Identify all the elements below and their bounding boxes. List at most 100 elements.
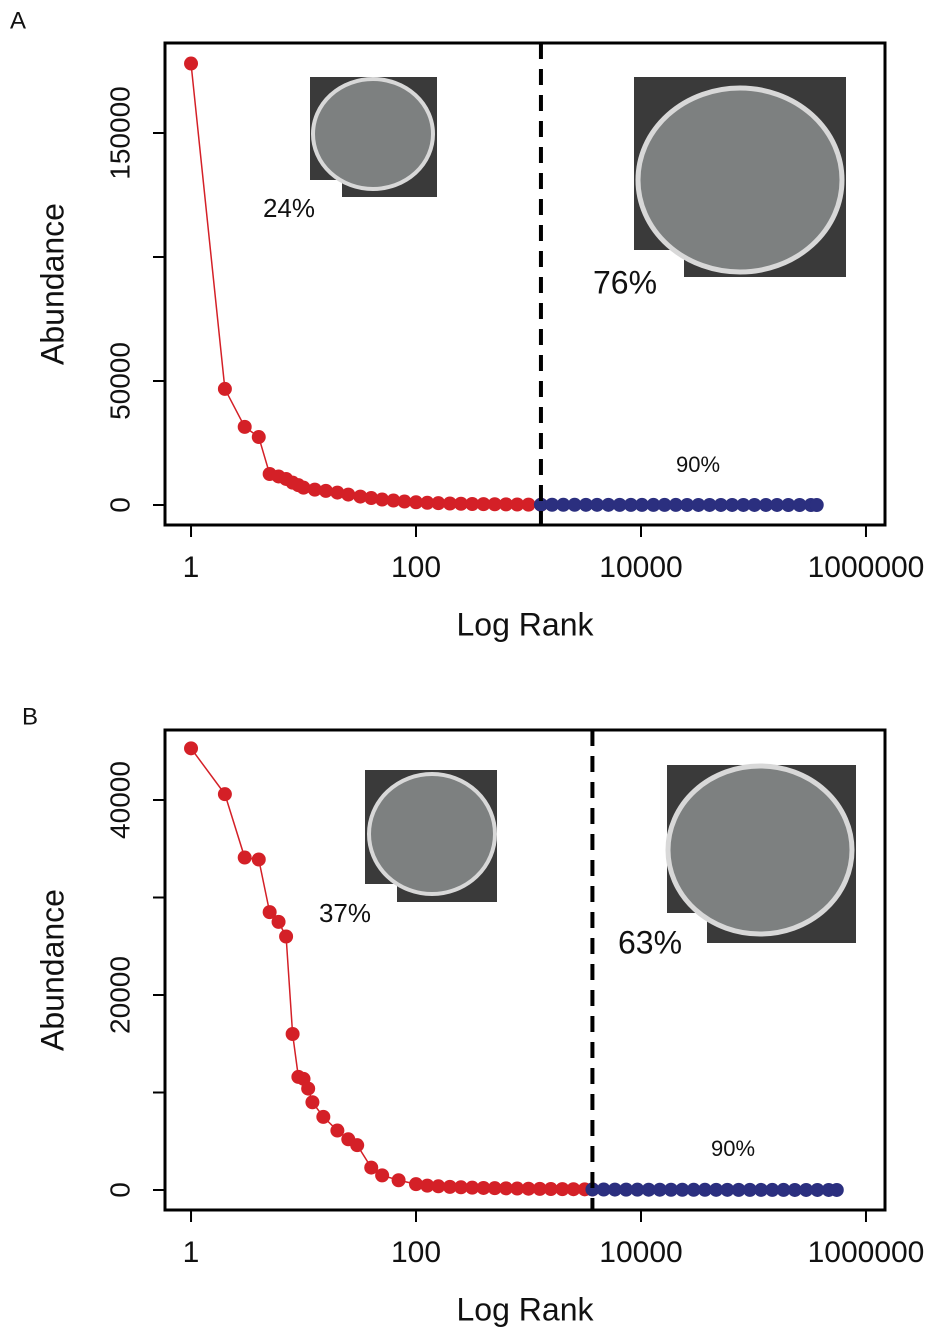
data-point	[787, 1182, 802, 1197]
data-point	[668, 497, 683, 512]
data-point	[305, 1095, 320, 1110]
data-point	[510, 1181, 525, 1196]
data-point	[271, 914, 286, 929]
annotation: 37%	[319, 898, 371, 928]
data-point	[476, 1180, 491, 1195]
petri-photo	[310, 77, 437, 197]
x-tick-label: 1000000	[808, 1236, 925, 1269]
x-tick-label: 1000000	[808, 551, 925, 584]
data-point	[301, 1081, 316, 1096]
data-point	[476, 497, 491, 512]
annotation: 90%	[711, 1136, 755, 1161]
data-point	[702, 497, 717, 512]
data-point	[567, 497, 582, 512]
x-axis-label: Log Rank	[457, 606, 595, 642]
data-point	[217, 787, 232, 802]
data-point	[566, 1182, 581, 1197]
x-tick-label: 1	[183, 1236, 200, 1269]
data-point	[619, 1182, 634, 1197]
data-point	[442, 1179, 457, 1194]
data-point	[799, 1182, 814, 1197]
data-point	[409, 495, 424, 510]
data-point	[251, 852, 266, 867]
data-point	[499, 497, 514, 512]
x-tick-label: 1	[183, 551, 200, 584]
data-point	[776, 1182, 791, 1197]
data-point	[770, 497, 785, 512]
data-point	[578, 497, 593, 512]
data-point	[262, 905, 277, 920]
data-point	[364, 491, 379, 506]
data-point	[375, 1168, 390, 1183]
y-tick-label: 0	[104, 1182, 135, 1198]
data-point	[646, 497, 661, 512]
data-point	[521, 1181, 536, 1196]
data-point	[510, 497, 525, 512]
annotation: 24%	[263, 193, 315, 223]
data-point	[765, 1182, 780, 1197]
plot-frame	[163, 41, 887, 527]
data-point	[596, 1182, 611, 1197]
data-point	[697, 1182, 712, 1197]
x-tick-label: 100	[391, 551, 441, 584]
data-point	[499, 1181, 514, 1196]
data-point	[318, 483, 333, 498]
data-point	[307, 482, 322, 497]
data-point	[330, 485, 345, 500]
data-point	[731, 1182, 746, 1197]
data-point	[409, 1177, 424, 1192]
data-point	[521, 497, 536, 512]
annotation: 76%	[593, 264, 657, 300]
data-point	[601, 497, 616, 512]
data-point	[353, 489, 368, 504]
data-point	[585, 1182, 600, 1197]
data-point	[465, 1180, 480, 1195]
data-point	[237, 419, 252, 434]
data-point	[810, 1182, 825, 1197]
data-point	[375, 492, 390, 507]
y-axis-label: Abundance	[34, 203, 70, 365]
data-point	[675, 1182, 690, 1197]
data-point	[556, 497, 571, 512]
data-point	[296, 480, 311, 495]
petri-photo	[365, 770, 497, 902]
data-point	[680, 497, 695, 512]
petri-photo	[665, 763, 856, 943]
data-point	[720, 1182, 735, 1197]
data-point	[316, 1109, 331, 1124]
y-tick-label: 0	[104, 497, 135, 513]
data-point	[809, 497, 824, 512]
data-point	[350, 1138, 365, 1153]
data-point	[607, 1182, 622, 1197]
data-point	[532, 1181, 547, 1196]
data-point	[545, 497, 560, 512]
annotation: 90%	[676, 452, 720, 477]
data-point	[386, 493, 401, 508]
data-point	[691, 497, 706, 512]
data-point	[431, 1179, 446, 1194]
data-point	[217, 381, 232, 396]
data-point	[184, 56, 199, 71]
data-point	[330, 1123, 345, 1138]
data-point	[652, 1182, 667, 1197]
panel-label: A	[10, 7, 26, 34]
y-axis-label: Abundance	[34, 889, 70, 1051]
x-tick-label: 10000	[599, 551, 682, 584]
data-point	[487, 1181, 502, 1196]
data-point	[237, 850, 252, 865]
data-point	[709, 1182, 724, 1197]
data-point	[555, 1182, 570, 1197]
data-point	[630, 1182, 645, 1197]
data-point	[742, 1182, 757, 1197]
y-tick-label: 20000	[104, 956, 135, 1034]
panel-label: B	[22, 703, 38, 730]
data-point	[686, 1182, 701, 1197]
data-point	[792, 497, 807, 512]
data-point	[453, 496, 468, 511]
data-point	[747, 497, 762, 512]
x-tick-label: 100	[391, 1236, 441, 1269]
data-point	[285, 1027, 300, 1042]
data-point	[657, 497, 672, 512]
y-tick-label: 150000	[104, 86, 135, 179]
